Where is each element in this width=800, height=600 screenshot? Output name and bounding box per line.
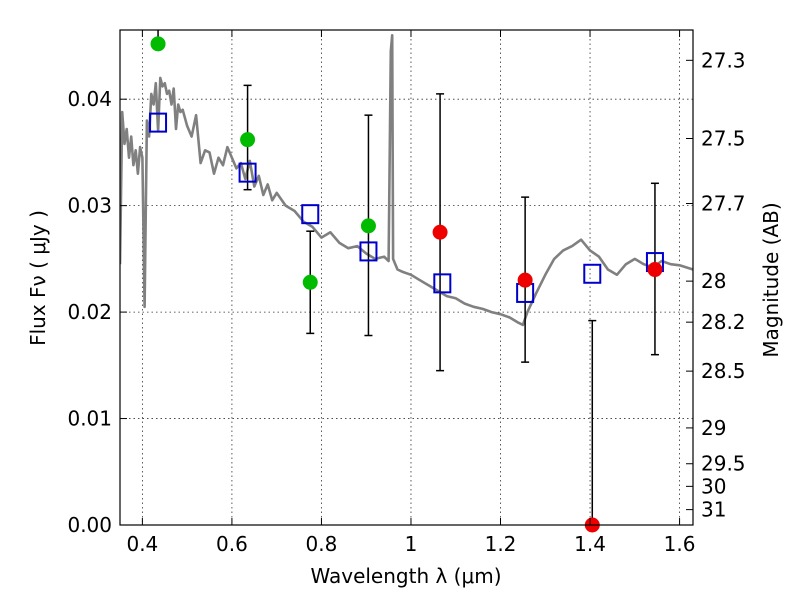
observed-flux-point	[432, 224, 448, 240]
synthetic-flux-square	[433, 273, 452, 294]
right-tick-label: 29.5	[701, 452, 746, 476]
x-tick-label: 1.6	[664, 532, 696, 556]
right-tick-label: 28.2	[701, 310, 746, 334]
y-axis-title: Flux Fν ( μJy )	[26, 210, 50, 346]
plot-frame	[119, 29, 694, 526]
x-tick-label: 0.4	[126, 532, 158, 556]
observed-flux-point	[240, 132, 256, 148]
x-axis-ticks: 0.4 0.6 0.8 1 1.2 1.4 1.6	[126, 30, 695, 556]
y-axis-ticks: 0.00 0.01 0.02 0.03 0.04	[67, 87, 127, 537]
x-tick-label: 0.8	[306, 532, 338, 556]
synthetic-flux-square	[583, 263, 602, 284]
y-tick-label: 0.00	[67, 513, 112, 537]
model-spectrum-line	[120, 33, 693, 327]
x-tick-label: 1.4	[574, 532, 606, 556]
x-tick-label: 0.6	[216, 532, 248, 556]
right-tick-label: 30	[701, 474, 726, 498]
synthetic-flux-layer	[149, 112, 664, 303]
x-tick-label: 1	[405, 532, 418, 556]
observed-flux-point	[517, 272, 533, 288]
observed-flux-layer	[150, 36, 663, 533]
observed-flux-point	[150, 36, 166, 52]
y-tick-label: 0.01	[67, 407, 112, 431]
right-tick-label: 27.7	[701, 192, 746, 216]
right-tick-label: 28	[701, 269, 726, 293]
right-tick-label: 27.3	[701, 48, 746, 72]
right-tick-label: 31	[701, 498, 726, 522]
observed-flux-point	[360, 218, 376, 234]
x-tick-label: 1.2	[485, 532, 517, 556]
synthetic-flux-square	[149, 112, 168, 133]
grid-lines	[120, 30, 693, 526]
y-tick-label: 0.03	[67, 194, 112, 218]
observed-flux-point	[647, 262, 663, 278]
model-spectrum-layer	[120, 33, 693, 327]
right-axis-title: Magnitude (AB)	[759, 202, 783, 357]
observed-flux-point	[302, 274, 318, 290]
synthetic-flux-square	[301, 204, 320, 225]
y-tick-label: 0.02	[67, 300, 112, 324]
synthetic-flux-square	[238, 162, 257, 183]
right-tick-label: 27.5	[701, 126, 746, 150]
right-tick-label: 29	[701, 416, 726, 440]
errorbar-layer	[154, 30, 659, 525]
y-tick-label: 0.04	[67, 87, 112, 111]
right-tick-label: 28.5	[701, 359, 746, 383]
synthetic-flux-square	[359, 241, 378, 262]
x-axis-title: Wavelength λ (μm)	[310, 564, 501, 588]
